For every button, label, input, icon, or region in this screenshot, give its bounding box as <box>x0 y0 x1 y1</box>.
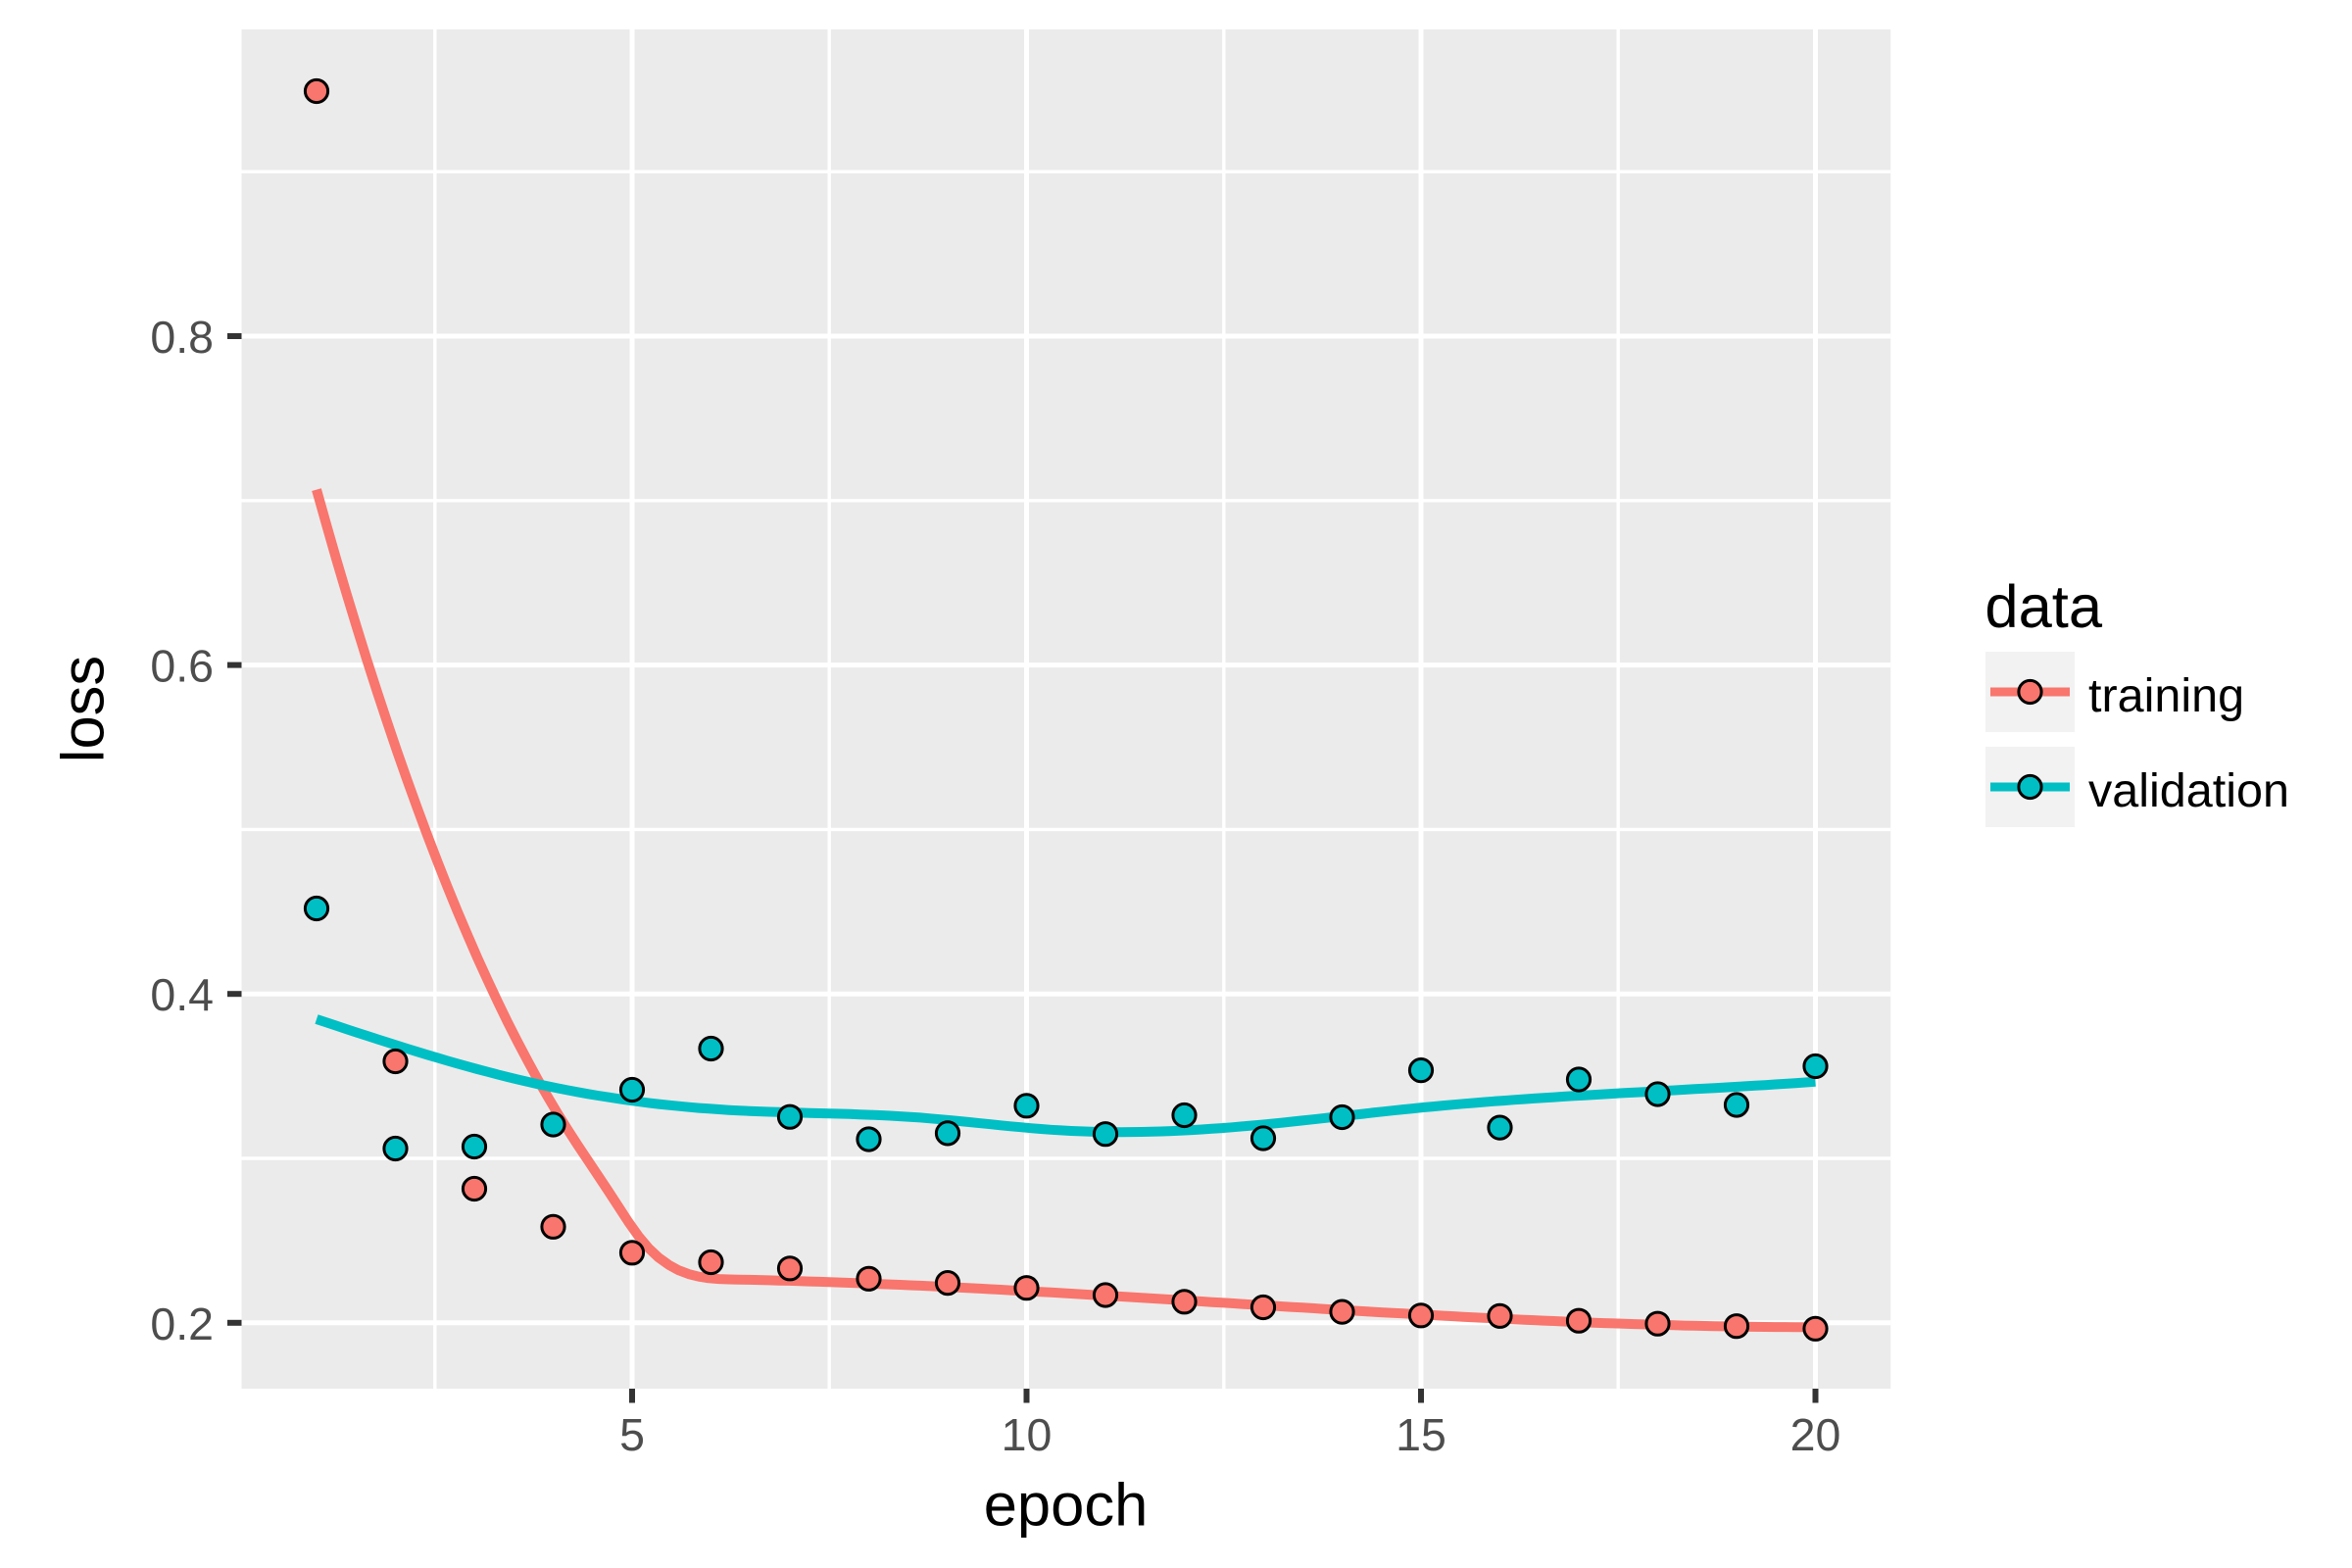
svg-text:loss: loss <box>50 656 118 762</box>
svg-text:data: data <box>1984 573 2102 641</box>
svg-text:0.8: 0.8 <box>150 312 214 363</box>
svg-text:training: training <box>2088 669 2244 722</box>
svg-text:15: 15 <box>1396 1409 1446 1460</box>
svg-text:0.4: 0.4 <box>150 969 214 1020</box>
svg-text:20: 20 <box>1790 1409 1841 1460</box>
svg-text:10: 10 <box>1002 1409 1053 1460</box>
svg-text:5: 5 <box>619 1409 645 1460</box>
svg-text:0.6: 0.6 <box>150 641 214 692</box>
svg-text:0.2: 0.2 <box>150 1298 214 1349</box>
svg-text:validation: validation <box>2088 764 2289 817</box>
svg-text:epoch: epoch <box>984 1472 1149 1540</box>
